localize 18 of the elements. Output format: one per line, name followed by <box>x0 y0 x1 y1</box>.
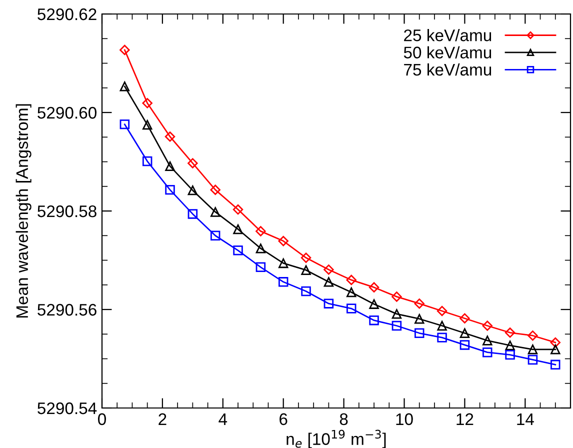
y-tick-label: 5290.56 <box>38 304 96 316</box>
y-tick-label: 5290.62 <box>38 8 96 20</box>
x-tick-label: 10 <box>396 413 413 426</box>
x-tick-label: 8 <box>340 413 348 426</box>
y-axis-title: Mean wavelength [Angstrom] <box>16 104 32 318</box>
y-tick-label: 5290.58 <box>38 205 96 218</box>
x-tick-label: 4 <box>218 413 228 425</box>
y-tick-label: 5290.54 <box>38 402 97 414</box>
x-tick-label: 2 <box>158 413 166 425</box>
x-tick-label: 6 <box>280 413 288 426</box>
legend-label: 75 keV/amu <box>404 63 492 76</box>
x-axis-title: n$_{e}$ [10$^{19}$ m$^{−3}$] <box>286 430 386 448</box>
legend-label: 50 keV/amu <box>404 46 492 58</box>
x-tick-label: 14 <box>517 413 534 425</box>
y-tick-label: 5290.60 <box>38 106 96 119</box>
x-tick-label: 0 <box>98 413 106 426</box>
legend-label: 25 keV/amu <box>404 29 492 42</box>
x-tick-label: 12 <box>456 413 474 425</box>
